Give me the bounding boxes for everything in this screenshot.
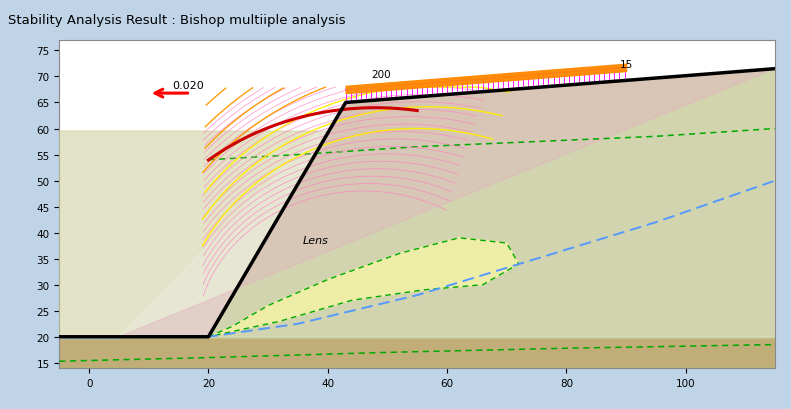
Text: Lens: Lens bbox=[303, 236, 329, 245]
Polygon shape bbox=[119, 70, 775, 337]
Polygon shape bbox=[59, 70, 775, 337]
Text: 200: 200 bbox=[372, 70, 392, 80]
Text: 0.020: 0.020 bbox=[172, 81, 204, 91]
Text: 15: 15 bbox=[619, 60, 633, 70]
Polygon shape bbox=[119, 70, 775, 337]
Polygon shape bbox=[209, 238, 519, 337]
Polygon shape bbox=[59, 70, 775, 368]
Text: Stability Analysis Result : Bishop multiiple analysis: Stability Analysis Result : Bishop multi… bbox=[8, 14, 346, 27]
